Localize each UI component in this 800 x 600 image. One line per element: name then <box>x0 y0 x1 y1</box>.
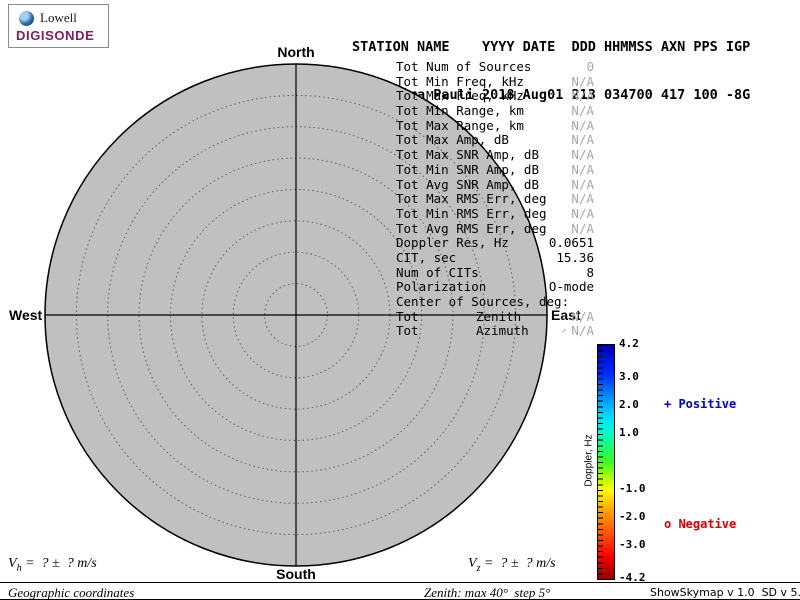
stat-row: Doppler Res, Hz 0.0651 <box>396 236 594 251</box>
vz-symbol: V <box>468 556 477 571</box>
vz-value: = ? ± ? m/s <box>480 556 556 571</box>
stat-label: Tot Max RMS Err, deg <box>396 191 547 207</box>
stat-label: Doppler Res, Hz <box>396 235 509 251</box>
lowell-digisonde-logo: Lowell DIGISONDE <box>8 4 109 48</box>
vh-symbol: V <box>8 556 17 571</box>
stat-row: Tot Num of Sources 0 <box>396 59 594 75</box>
vh-value: = ? ± ? m/s <box>21 556 97 571</box>
stat-row: Tot Max SNR Amp, dB N/A <box>396 147 594 163</box>
compass-label-east: East <box>551 307 581 323</box>
stat-value: N/A <box>571 191 594 207</box>
stat-label: Tot Avg SNR Amp, dB <box>396 176 539 192</box>
stat-label: Tot Max Range, km <box>396 117 524 133</box>
skymap-plot <box>44 63 548 567</box>
stat-mid-label: Azimuth <box>476 323 529 339</box>
stat-row: Tot Max Freq, kHz N/A <box>396 89 594 104</box>
colorbar: Doppler, Hz 4.2 3.0 2.0 1.0 -1.0 -2.0 -3.0 -4.2 <box>568 337 688 590</box>
colorbar-tick-label: 2.0 <box>619 398 639 412</box>
stat-row: Tot Avg RMS Err, deg N/A <box>396 220 594 237</box>
stat-value: N/A <box>571 220 594 236</box>
stat-row: Tot Min Freq, kHz N/A <box>396 73 594 90</box>
stat-value: N/A <box>571 132 594 148</box>
coordinates-label: Geographic coordinates <box>8 585 135 600</box>
colorbar-tick-label: -2.0 <box>619 509 646 523</box>
stat-row: Tot Min RMS Err, deg N/A <box>396 205 594 222</box>
horizontal-velocity-readout: Vh = ? ± ? m/s <box>8 556 97 574</box>
azimuth-direction-icon: ↗ <box>561 326 567 337</box>
stat-value: 15.36 <box>556 249 594 265</box>
colorbar-axis-title: Doppler, Hz <box>583 434 595 487</box>
stat-value: N/A <box>571 308 594 324</box>
stat-label: Center of Sources, deg: <box>396 294 570 309</box>
stat-value: O-mode <box>548 279 594 295</box>
footer-divider <box>0 582 800 583</box>
colorbar-tick-label: -3.0 <box>619 537 646 551</box>
colorbar-tick-label: 3.0 <box>619 370 639 384</box>
stat-row: Tot Avg SNR Amp, dB N/A <box>396 176 594 193</box>
stat-value: N/A <box>571 73 594 89</box>
legend-negative: o Negative <box>664 517 737 531</box>
colorbar-tick-label: -4.2 <box>619 571 646 584</box>
stat-value: N/A <box>571 103 594 119</box>
logo-product-text: DIGISONDE <box>16 28 95 43</box>
stat-row: Tot Zenith N/A <box>396 308 594 325</box>
compass-label-west: West <box>9 307 43 323</box>
header-columns-row: STATION NAME YYYY DATE DDD HHMMSS AXN PP… <box>352 39 751 55</box>
stat-label: Num of CITs <box>396 264 479 280</box>
vh-subscript: h <box>16 562 22 574</box>
stat-row: Tot Min Range, km N/A <box>396 103 594 119</box>
stat-value: N/A <box>571 147 594 163</box>
stat-row: Tot Max Range, km N/A <box>396 117 594 134</box>
stat-label: Tot <box>396 323 419 339</box>
stat-label: Tot Max SNR Amp, dB <box>396 147 539 163</box>
stats-panel: Tot Num of Sources 0 Tot Min Freq, kHz N/A T… <box>396 59 594 339</box>
stat-label: CIT, sec <box>396 249 457 265</box>
colorbar-ticks <box>598 345 603 579</box>
stat-row: Tot Max Amp, dB N/A <box>396 133 594 148</box>
stat-label: Tot <box>396 308 419 324</box>
stat-label: Polarization <box>396 279 487 295</box>
stat-row: Tot Azimuth ↗ N/A <box>396 324 594 339</box>
stat-row: Polarization O-mode <box>396 280 594 295</box>
stat-row: Center of Sources, deg: <box>396 294 594 310</box>
stat-label: Tot Max Freq, kHz <box>396 88 524 104</box>
vertical-velocity-readout: Vz = ? ± ? m/s <box>468 556 556 574</box>
stat-label: Tot Min Range, km <box>396 103 524 119</box>
legend-positive: + Positive <box>664 397 737 411</box>
colorbar-tick-label: 4.2 <box>619 337 639 350</box>
stat-value: N/A <box>571 205 594 221</box>
stat-value: 0.0651 <box>548 235 594 251</box>
logo-brand-text: Lowell <box>40 10 77 25</box>
colorbar-tick-label: 1.0 <box>619 426 639 440</box>
vz-subscript: z <box>476 562 481 574</box>
stat-label: Tot Num of Sources <box>396 59 532 74</box>
stat-row: Tot Max RMS Err, deg N/A <box>396 191 594 207</box>
stat-value: N/A <box>571 88 594 104</box>
compass-label-north: North <box>277 44 315 60</box>
zenith-scale-note: Zenith: max 40° step 5° <box>424 585 551 600</box>
stat-label: Tot Min SNR Amp, dB <box>396 161 539 177</box>
stat-label: Tot Avg RMS Err, deg <box>396 220 547 236</box>
stat-value: N/A <box>571 161 594 177</box>
colorbar-tick-label: -1.0 <box>619 481 646 495</box>
stat-mid-label: Zenith <box>476 308 522 324</box>
stat-value: N/A <box>571 176 594 192</box>
stat-row: Tot Min SNR Amp, dB N/A <box>396 161 594 178</box>
stat-label: Tot Min RMS Err, deg <box>396 205 547 221</box>
stat-value: 8 <box>586 264 594 280</box>
stat-value: N/A <box>571 117 594 133</box>
compass-label-south: South <box>276 566 316 582</box>
stat-label: Tot Min Freq, kHz <box>396 73 524 89</box>
stat-row: CIT, sec 15.36 <box>396 249 594 266</box>
stat-value: N/A <box>571 323 594 339</box>
lowell-globe-icon <box>19 11 34 26</box>
stat-row: Num of CITs 8 <box>396 264 594 281</box>
stat-label: Tot Max Amp, dB <box>396 132 509 148</box>
stat-value: 0 <box>586 59 594 74</box>
app-version-text: ShowSkymap v 1.0 SD v 5.1 <box>650 586 800 599</box>
